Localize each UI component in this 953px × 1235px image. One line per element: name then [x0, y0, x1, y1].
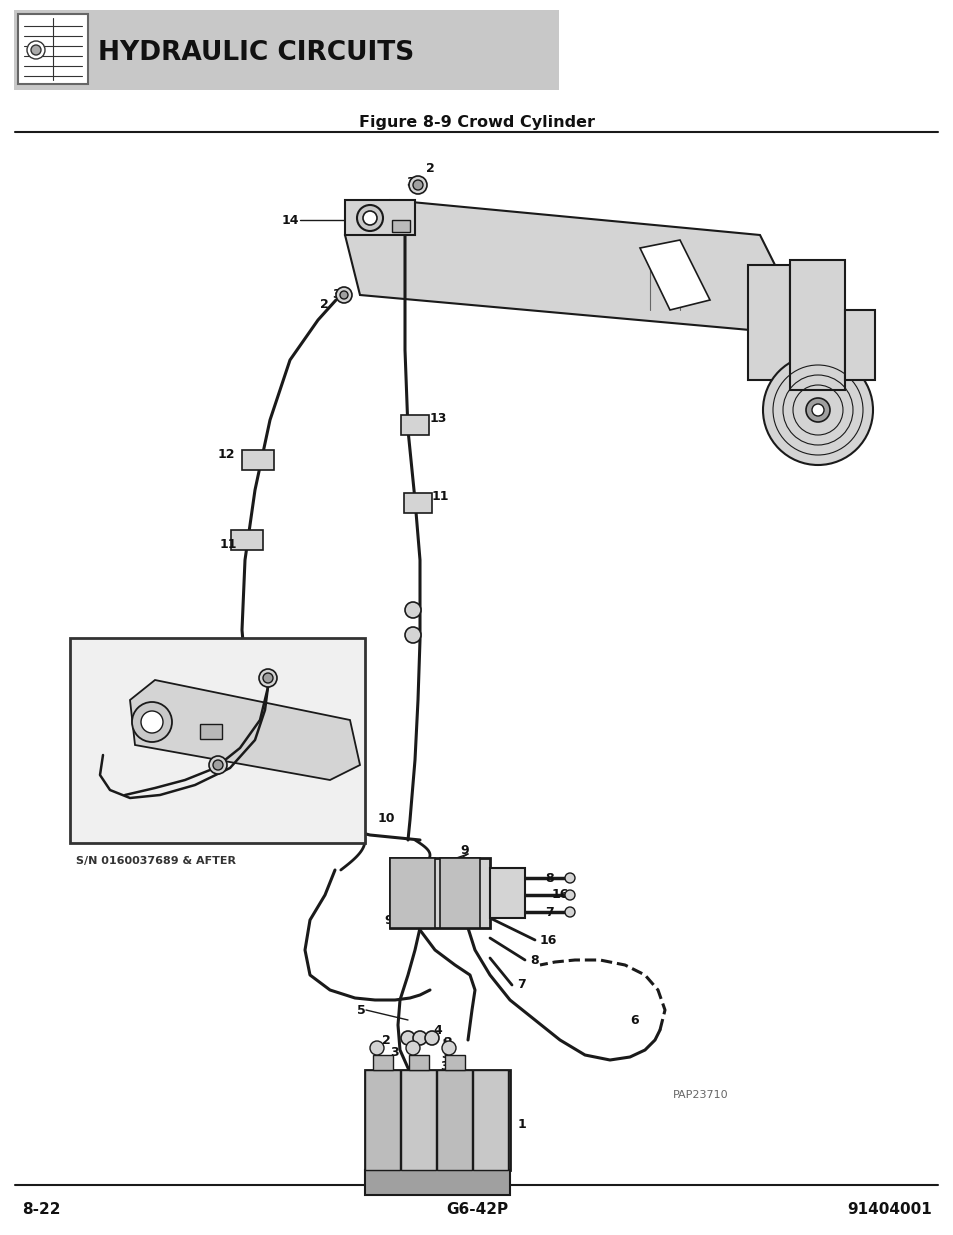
- Text: 3: 3: [390, 1046, 398, 1058]
- Polygon shape: [639, 240, 709, 310]
- Circle shape: [409, 177, 427, 194]
- Circle shape: [30, 44, 41, 56]
- Bar: [14, 10, 558, 90]
- Circle shape: [424, 1031, 438, 1045]
- Circle shape: [258, 669, 276, 687]
- Bar: [400, 1070, 436, 1170]
- Bar: [490, 868, 524, 918]
- Circle shape: [363, 211, 376, 225]
- Circle shape: [406, 1041, 419, 1055]
- Text: 8: 8: [544, 872, 553, 884]
- Text: 15: 15: [200, 783, 216, 797]
- Text: 10: 10: [377, 811, 395, 825]
- Bar: [473, 1070, 507, 1170]
- Text: HYDRAULIC CIRCUITS: HYDRAULIC CIRCUITS: [98, 40, 414, 65]
- Bar: [444, 1055, 464, 1070]
- Text: 3: 3: [271, 655, 279, 667]
- Bar: [242, 450, 274, 471]
- Circle shape: [564, 906, 575, 918]
- Text: 8: 8: [530, 953, 538, 967]
- Circle shape: [209, 756, 227, 774]
- Circle shape: [564, 873, 575, 883]
- Bar: [403, 493, 432, 513]
- Circle shape: [335, 287, 352, 303]
- Text: 11: 11: [220, 538, 237, 552]
- Circle shape: [805, 398, 829, 422]
- Text: 2: 2: [381, 1034, 391, 1046]
- Text: 91404001: 91404001: [846, 1203, 931, 1218]
- Bar: [18, 14, 88, 84]
- Text: 4: 4: [433, 1024, 441, 1036]
- Circle shape: [811, 404, 823, 416]
- Text: 3: 3: [439, 1060, 448, 1072]
- Bar: [231, 530, 263, 550]
- Text: 9: 9: [384, 914, 393, 926]
- Circle shape: [564, 890, 575, 900]
- Bar: [345, 200, 415, 235]
- Circle shape: [339, 291, 348, 299]
- Bar: [436, 1070, 472, 1170]
- Bar: [365, 1070, 399, 1170]
- Text: 5: 5: [356, 1004, 365, 1016]
- Text: 3: 3: [440, 1047, 449, 1061]
- Bar: [439, 858, 479, 927]
- Bar: [409, 1055, 429, 1070]
- Text: 2: 2: [443, 1035, 453, 1049]
- Bar: [392, 220, 410, 232]
- Polygon shape: [747, 266, 789, 380]
- Text: PAP23710: PAP23710: [672, 1091, 728, 1100]
- Text: 1: 1: [517, 1119, 526, 1131]
- Polygon shape: [844, 310, 874, 380]
- Circle shape: [370, 1041, 384, 1055]
- Bar: [70, 638, 365, 844]
- Circle shape: [132, 701, 172, 742]
- Circle shape: [400, 1031, 415, 1045]
- Circle shape: [762, 354, 872, 466]
- Text: S/N 0160037689 & AFTER: S/N 0160037689 & AFTER: [76, 856, 235, 866]
- Text: 15: 15: [257, 655, 274, 667]
- Polygon shape: [789, 261, 844, 390]
- Bar: [373, 1055, 393, 1070]
- Text: 16: 16: [539, 934, 557, 946]
- Bar: [200, 724, 222, 739]
- Circle shape: [413, 1031, 427, 1045]
- Text: 7: 7: [544, 905, 553, 919]
- Circle shape: [141, 711, 163, 734]
- Text: 2: 2: [426, 162, 435, 174]
- Polygon shape: [345, 200, 789, 330]
- Circle shape: [263, 673, 273, 683]
- Text: 13: 13: [430, 411, 447, 425]
- Circle shape: [441, 1041, 456, 1055]
- Bar: [400, 415, 429, 435]
- Polygon shape: [130, 680, 359, 781]
- Text: 7: 7: [517, 978, 525, 992]
- Bar: [365, 1070, 510, 1170]
- Circle shape: [405, 601, 420, 618]
- Circle shape: [413, 180, 422, 190]
- Text: 11: 11: [432, 490, 449, 504]
- Text: 3: 3: [218, 794, 226, 806]
- Text: 6: 6: [629, 1014, 638, 1026]
- Text: 3: 3: [406, 177, 415, 189]
- Bar: [390, 858, 490, 927]
- Text: G6-42P: G6-42P: [445, 1203, 508, 1218]
- Circle shape: [213, 760, 223, 769]
- Bar: [365, 1170, 510, 1195]
- Circle shape: [356, 205, 382, 231]
- Circle shape: [27, 41, 45, 59]
- Text: 14: 14: [282, 214, 299, 226]
- Bar: [390, 858, 435, 927]
- Text: 3: 3: [332, 289, 340, 301]
- Text: 9: 9: [459, 845, 468, 857]
- Text: 16: 16: [552, 888, 569, 902]
- Text: 12: 12: [218, 448, 235, 462]
- Text: Figure 8-9 Crowd Cylinder: Figure 8-9 Crowd Cylinder: [358, 115, 595, 130]
- Text: 2: 2: [319, 299, 329, 311]
- Text: 14: 14: [98, 715, 115, 729]
- Text: 8-22: 8-22: [22, 1203, 60, 1218]
- Circle shape: [405, 627, 420, 643]
